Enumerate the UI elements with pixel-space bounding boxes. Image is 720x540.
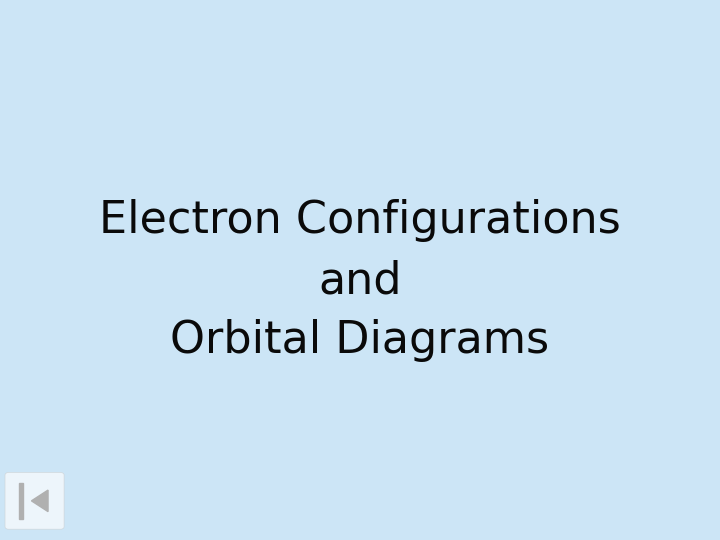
Polygon shape	[32, 490, 48, 511]
Text: Electron Configurations
and
Orbital Diagrams: Electron Configurations and Orbital Diag…	[99, 199, 621, 362]
Bar	[19, 483, 22, 519]
FancyBboxPatch shape	[5, 472, 64, 529]
